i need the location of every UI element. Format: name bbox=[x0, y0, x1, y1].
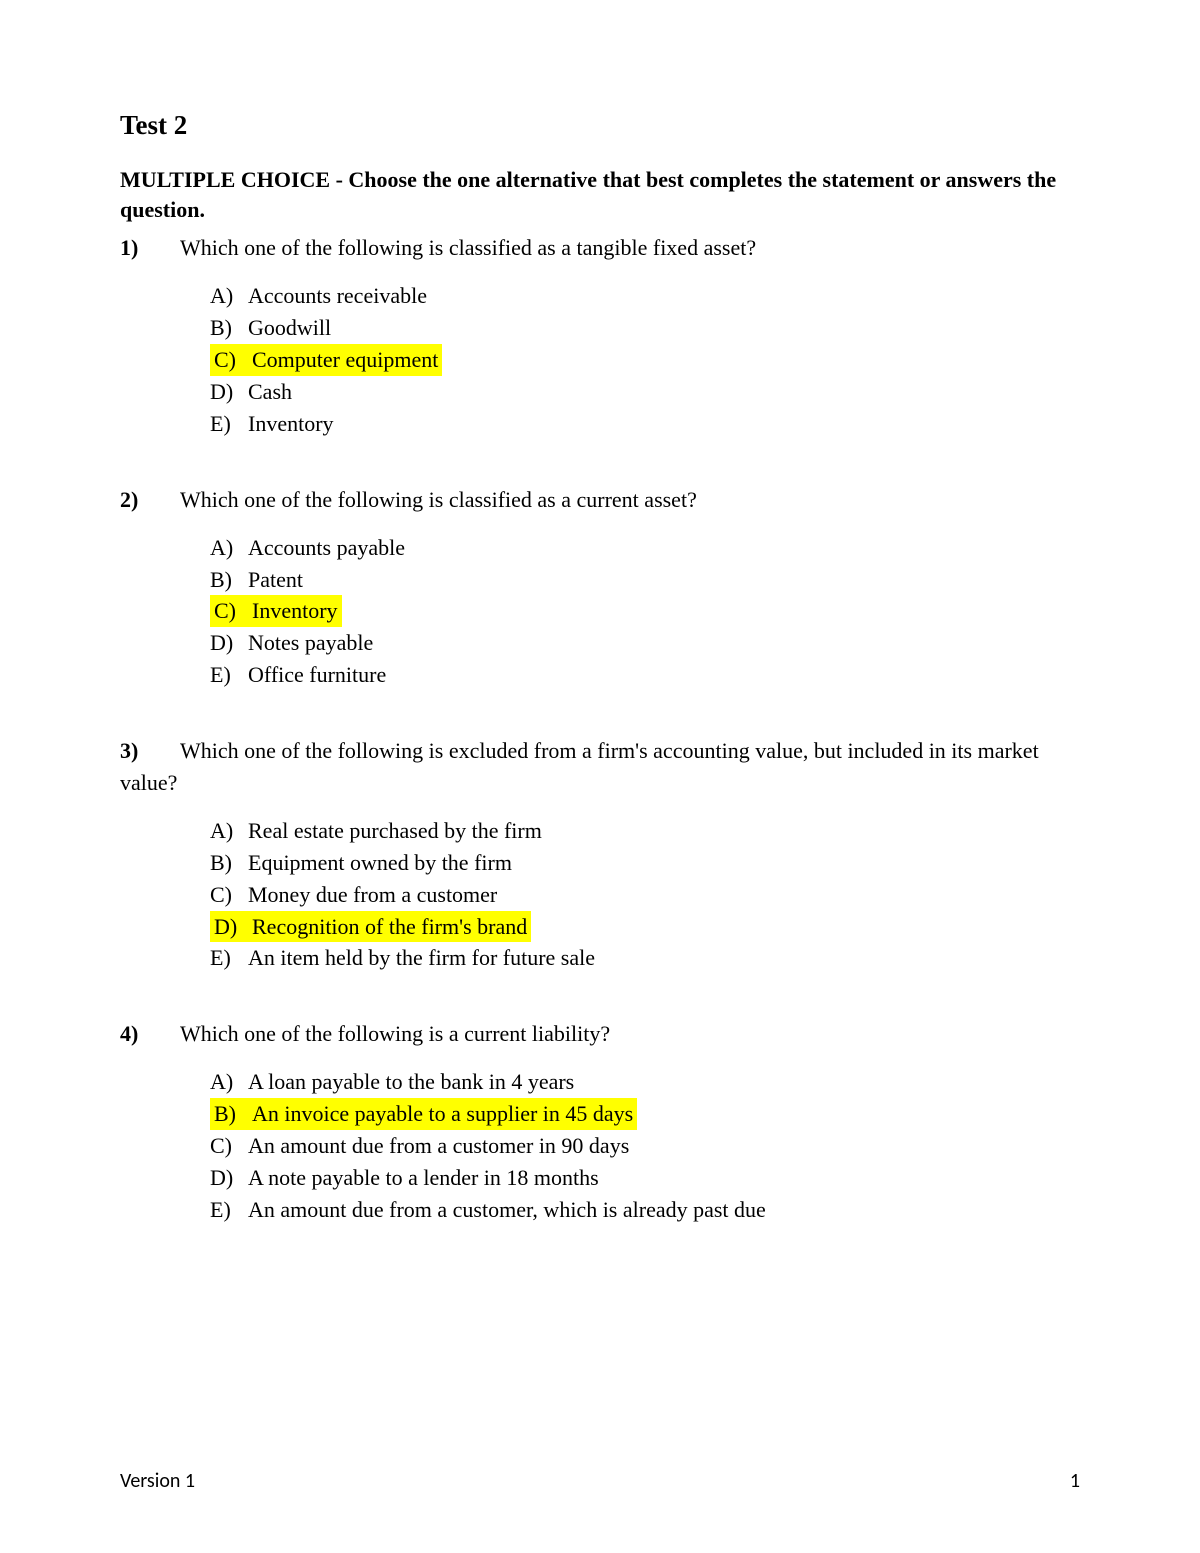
option-letter: D) bbox=[210, 1162, 248, 1194]
option-text: An amount due from a customer, which is … bbox=[248, 1194, 766, 1226]
question-number: 1) bbox=[120, 232, 180, 264]
option-row: C)Money due from a customer bbox=[210, 879, 1080, 911]
question-line: 4)Which one of the following is a curren… bbox=[120, 1018, 1080, 1050]
question-text: 3)Which one of the following is excluded… bbox=[120, 735, 1080, 799]
highlighted-option: B)An invoice payable to a supplier in 45… bbox=[210, 1098, 637, 1130]
option-letter: A) bbox=[210, 815, 248, 847]
option-text: Accounts receivable bbox=[248, 280, 427, 312]
question-text: Which one of the following is classified… bbox=[180, 484, 1080, 516]
option-text: Inventory bbox=[248, 408, 334, 440]
highlighted-option: C)Inventory bbox=[210, 595, 342, 627]
page-title: Test 2 bbox=[120, 110, 1080, 141]
option-letter: B) bbox=[210, 312, 248, 344]
option-letter: A) bbox=[210, 532, 248, 564]
option-letter: B) bbox=[214, 1098, 252, 1130]
question-block: 1)Which one of the following is classifi… bbox=[120, 232, 1080, 439]
option-text: Inventory bbox=[252, 595, 338, 627]
options-list: A)Accounts receivableB)GoodwillC)Compute… bbox=[210, 280, 1080, 439]
option-text: A loan payable to the bank in 4 years bbox=[248, 1066, 574, 1098]
question-block: 2)Which one of the following is classifi… bbox=[120, 484, 1080, 691]
option-letter: D) bbox=[210, 376, 248, 408]
option-row: A)Accounts receivable bbox=[210, 280, 1080, 312]
footer-version: Version 1 bbox=[120, 1469, 195, 1493]
option-row: A)Real estate purchased by the firm bbox=[210, 815, 1080, 847]
option-letter: D) bbox=[214, 911, 252, 943]
option-text: An amount due from a customer in 90 days bbox=[248, 1130, 629, 1162]
option-text: Goodwill bbox=[248, 312, 331, 344]
option-letter: C) bbox=[210, 1130, 248, 1162]
option-text: Equipment owned by the firm bbox=[248, 847, 512, 879]
option-text: Real estate purchased by the firm bbox=[248, 815, 542, 847]
question-number: 4) bbox=[120, 1018, 180, 1050]
question-text: Which one of the following is classified… bbox=[180, 232, 1080, 264]
option-text: Notes payable bbox=[248, 627, 373, 659]
option-row: D)Recognition of the firm's brand bbox=[210, 911, 1080, 943]
page-footer: Version 1 1 bbox=[120, 1469, 1080, 1493]
option-text: Accounts payable bbox=[248, 532, 405, 564]
question-number: 3) bbox=[120, 735, 180, 767]
option-row: B)An invoice payable to a supplier in 45… bbox=[210, 1098, 1080, 1130]
option-row: B)Equipment owned by the firm bbox=[210, 847, 1080, 879]
option-letter: E) bbox=[210, 408, 248, 440]
option-text: An item held by the firm for future sale bbox=[248, 942, 595, 974]
options-list: A)Accounts payableB)PatentC)InventoryD)N… bbox=[210, 532, 1080, 691]
question-block: 3)Which one of the following is excluded… bbox=[120, 735, 1080, 974]
option-letter: D) bbox=[210, 627, 248, 659]
option-row: D)A note payable to a lender in 18 month… bbox=[210, 1162, 1080, 1194]
option-letter: E) bbox=[210, 942, 248, 974]
option-letter: C) bbox=[214, 344, 252, 376]
option-text: Recognition of the firm's brand bbox=[252, 911, 527, 943]
options-list: A)A loan payable to the bank in 4 yearsB… bbox=[210, 1066, 1080, 1225]
option-letter: E) bbox=[210, 659, 248, 691]
option-text: Cash bbox=[248, 376, 292, 408]
question-text: Which one of the following is a current … bbox=[180, 1018, 1080, 1050]
option-row: B)Patent bbox=[210, 564, 1080, 596]
option-letter: C) bbox=[210, 879, 248, 911]
options-list: A)Real estate purchased by the firmB)Equ… bbox=[210, 815, 1080, 974]
option-row: A)Accounts payable bbox=[210, 532, 1080, 564]
option-row: C)Inventory bbox=[210, 595, 1080, 627]
option-letter: B) bbox=[210, 847, 248, 879]
option-text: Computer equipment bbox=[252, 344, 438, 376]
questions-list: 1)Which one of the following is classifi… bbox=[120, 232, 1080, 1225]
highlighted-option: C)Computer equipment bbox=[210, 344, 442, 376]
question-block: 4)Which one of the following is a curren… bbox=[120, 1018, 1080, 1225]
option-text: A note payable to a lender in 18 months bbox=[248, 1162, 599, 1194]
option-letter: C) bbox=[214, 595, 252, 627]
option-text: Money due from a customer bbox=[248, 879, 497, 911]
highlighted-option: D)Recognition of the firm's brand bbox=[210, 911, 531, 943]
option-row: A)A loan payable to the bank in 4 years bbox=[210, 1066, 1080, 1098]
question-line: 2)Which one of the following is classifi… bbox=[120, 484, 1080, 516]
option-row: D)Notes payable bbox=[210, 627, 1080, 659]
question-line: 1)Which one of the following is classifi… bbox=[120, 232, 1080, 264]
option-text: An invoice payable to a supplier in 45 d… bbox=[252, 1098, 633, 1130]
option-row: B)Goodwill bbox=[210, 312, 1080, 344]
option-letter: A) bbox=[210, 1066, 248, 1098]
option-letter: A) bbox=[210, 280, 248, 312]
option-row: E)An item held by the firm for future sa… bbox=[210, 942, 1080, 974]
option-text: Office furniture bbox=[248, 659, 386, 691]
option-row: E)Office furniture bbox=[210, 659, 1080, 691]
option-letter: E) bbox=[210, 1194, 248, 1226]
option-row: E)An amount due from a customer, which i… bbox=[210, 1194, 1080, 1226]
footer-page-number: 1 bbox=[1070, 1469, 1080, 1493]
option-row: E)Inventory bbox=[210, 408, 1080, 440]
option-row: D)Cash bbox=[210, 376, 1080, 408]
question-number: 2) bbox=[120, 484, 180, 516]
option-text: Patent bbox=[248, 564, 303, 596]
option-row: C)Computer equipment bbox=[210, 344, 1080, 376]
page: Test 2 MULTIPLE CHOICE - Choose the one … bbox=[0, 0, 1200, 1553]
instructions: MULTIPLE CHOICE - Choose the one alterna… bbox=[120, 165, 1080, 224]
option-letter: B) bbox=[210, 564, 248, 596]
option-row: C)An amount due from a customer in 90 da… bbox=[210, 1130, 1080, 1162]
